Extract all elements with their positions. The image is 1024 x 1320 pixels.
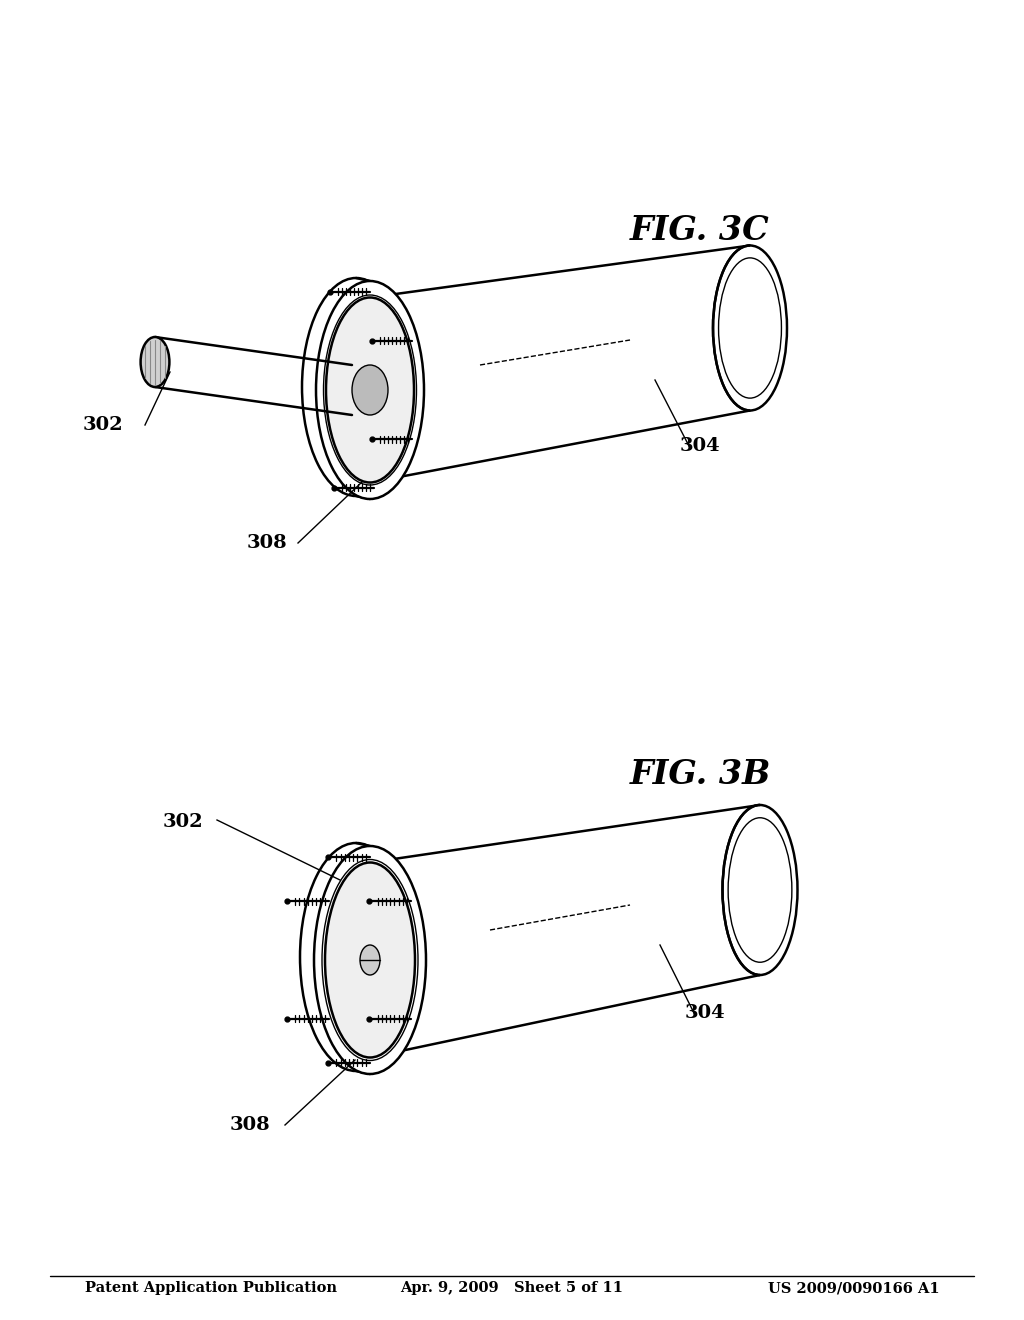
- Ellipse shape: [713, 246, 787, 411]
- Text: 304: 304: [680, 437, 720, 455]
- Text: 304: 304: [685, 1005, 725, 1022]
- Ellipse shape: [360, 945, 380, 975]
- Ellipse shape: [314, 846, 426, 1074]
- Text: 308: 308: [229, 1115, 270, 1134]
- Ellipse shape: [723, 805, 798, 975]
- Ellipse shape: [719, 257, 781, 399]
- Ellipse shape: [316, 281, 424, 499]
- Text: US 2009/0090166 A1: US 2009/0090166 A1: [768, 1280, 940, 1295]
- Text: FIG. 3C: FIG. 3C: [630, 214, 770, 247]
- Text: 302: 302: [163, 813, 203, 832]
- Ellipse shape: [326, 297, 414, 483]
- Text: 302: 302: [82, 416, 123, 434]
- Ellipse shape: [302, 279, 410, 496]
- Ellipse shape: [140, 337, 169, 387]
- Ellipse shape: [325, 862, 415, 1057]
- Text: Patent Application Publication: Patent Application Publication: [85, 1280, 337, 1295]
- Ellipse shape: [300, 843, 412, 1071]
- Text: FIG. 3B: FIG. 3B: [630, 759, 771, 792]
- Text: 308: 308: [247, 535, 287, 552]
- Ellipse shape: [728, 818, 792, 962]
- Ellipse shape: [352, 366, 388, 414]
- Text: Apr. 9, 2009   Sheet 5 of 11: Apr. 9, 2009 Sheet 5 of 11: [400, 1280, 624, 1295]
